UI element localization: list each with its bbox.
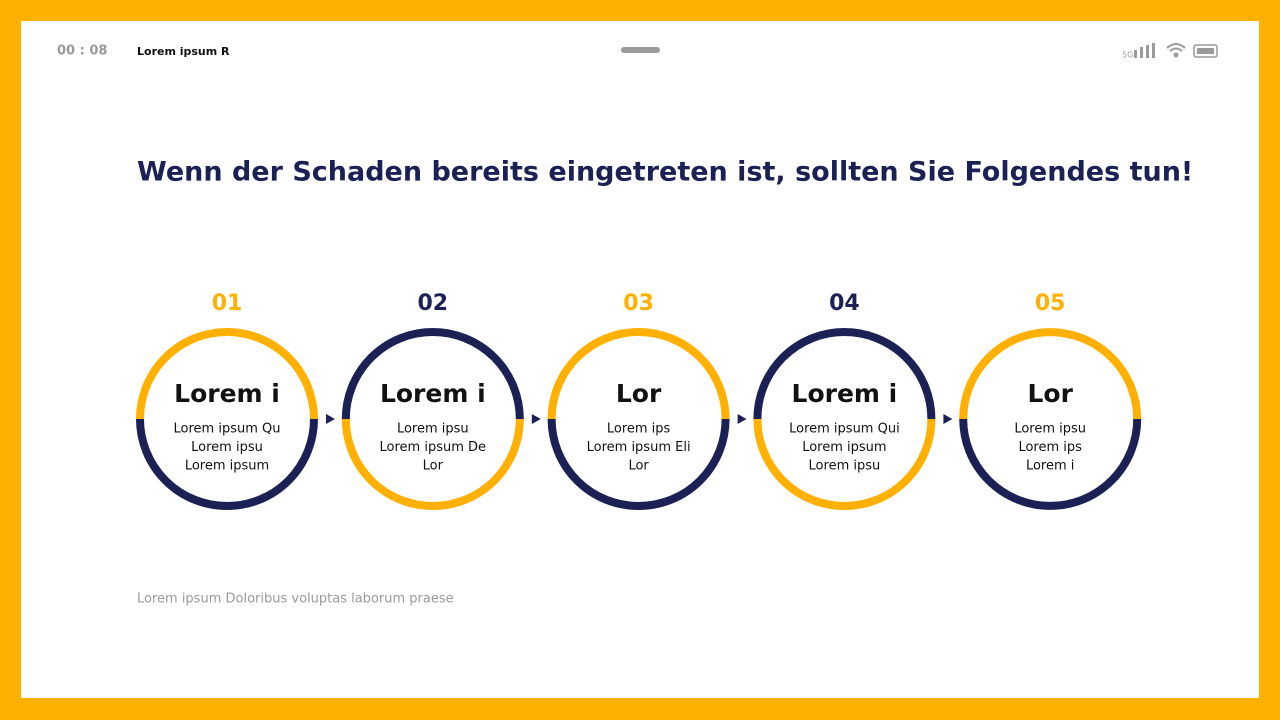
ring-bottom: [547, 418, 730, 510]
step-heading: Lorem i: [792, 379, 898, 408]
ring-bottom: [136, 418, 318, 510]
step-line: Lorem ips: [1018, 440, 1082, 455]
ring-top: [959, 328, 1142, 420]
step-line: Lor: [423, 459, 444, 474]
step-number: 01: [212, 291, 243, 316]
arrow: [943, 414, 953, 424]
step-line: Lorem ipsu: [1014, 422, 1086, 437]
step-line: Lorem i: [1026, 459, 1074, 474]
step-line: Lorem ipsu: [809, 459, 881, 474]
step-number: 02: [417, 291, 448, 316]
step-line: Lorem ipsum De: [380, 440, 487, 455]
arrow: [326, 414, 335, 424]
step-line: Lorem ipsu: [397, 422, 469, 437]
ring-top: [341, 328, 524, 420]
ring-bottom: [959, 418, 1142, 510]
status-app: Lorem ipsum R: [137, 45, 230, 58]
screen: [21, 21, 1259, 698]
step-line: Lor: [628, 459, 649, 474]
step-line: Lorem ipsum Eli: [587, 440, 691, 455]
step-line: Lorem ipsum Qui: [789, 422, 900, 437]
ring-bottom: [753, 418, 936, 510]
battery-icon: [1193, 44, 1218, 58]
step-heading: Lor: [616, 379, 662, 408]
arrow: [531, 414, 541, 424]
step-heading: Lorem i: [380, 379, 486, 408]
step-heading: Lor: [1027, 379, 1073, 408]
step-line: Lorem ipsum Qu: [174, 422, 281, 437]
step-line: Lorem ips: [607, 422, 671, 437]
network: 5G: [1122, 51, 1133, 60]
steps: 01 Lorem i Lorem ipsum Qu Lorem ipsu Lorem i…: [136, 291, 1142, 510]
step-heading: Lorem i: [174, 379, 280, 408]
step-line: Lorem ipsu: [191, 440, 263, 455]
step-line: Lorem ipsum: [185, 459, 269, 474]
notch: [621, 47, 660, 53]
footer: Lorem ipsum Doloribus voluptas laborum p…: [137, 592, 454, 607]
step-number: 03: [623, 291, 654, 316]
status-time: 00 : 08: [57, 44, 107, 59]
title: Wenn der Schaden bereits eingetreten ist…: [137, 157, 1193, 188]
wifi-icon: [1166, 43, 1186, 58]
ring-top: [136, 328, 318, 420]
step-number: 04: [829, 291, 860, 316]
arrow: [737, 414, 747, 424]
signal-icon: [1134, 43, 1155, 58]
ring-bottom: [341, 418, 524, 510]
step-line: Lorem ipsum: [802, 440, 886, 455]
ring-top: [547, 328, 730, 420]
ring-top: [753, 328, 936, 420]
step-number: 05: [1035, 291, 1066, 316]
